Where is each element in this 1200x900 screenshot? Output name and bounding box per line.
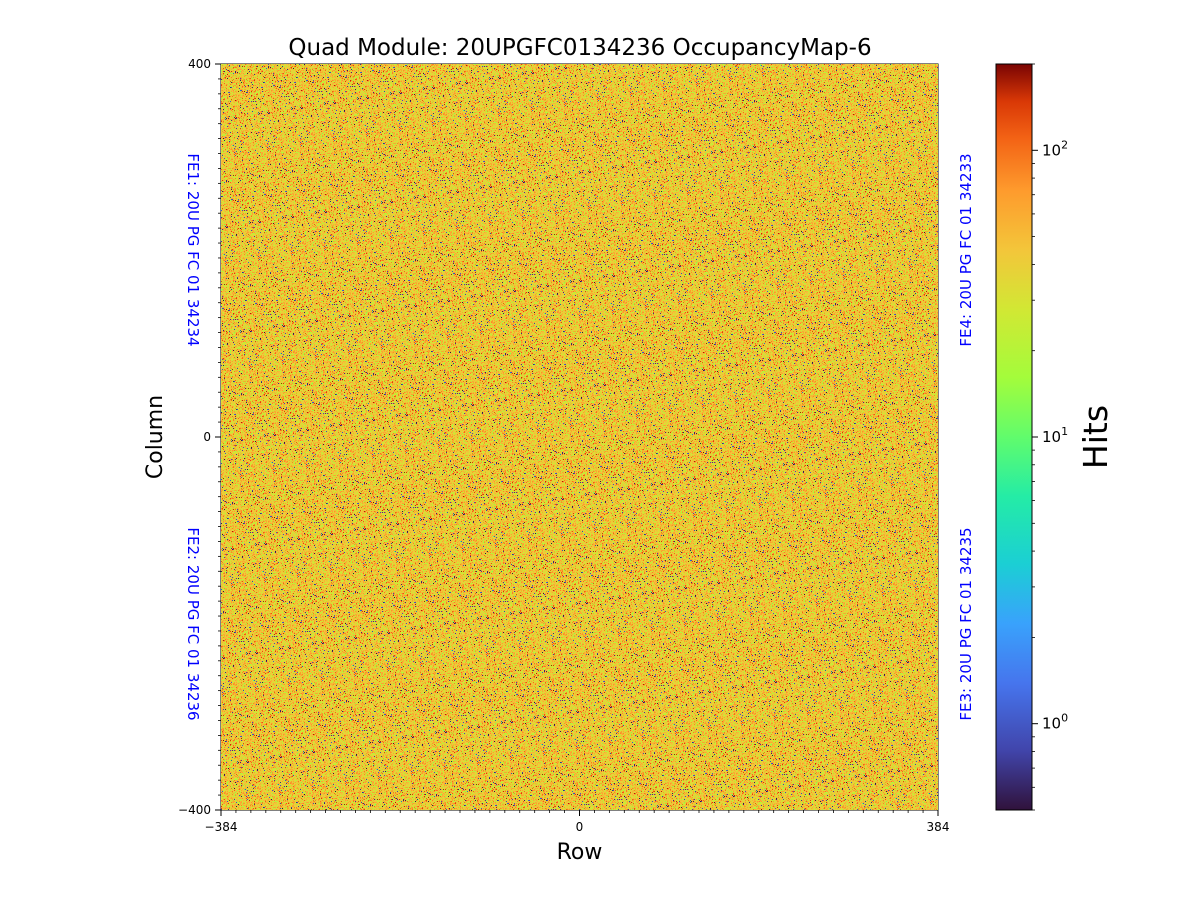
x-minor-ticks	[235, 810, 924, 813]
colorbar-tick-label-1: 100	[1042, 712, 1068, 733]
y-tick-label-mid: 0	[203, 430, 211, 444]
chart-title: Quad Module: 20UPGFC0134236 OccupancyMap…	[288, 35, 871, 61]
fe3-label: FE3: 20U PG FC 01 34235	[957, 527, 975, 720]
y-minor-ticks	[218, 78, 221, 796]
fe1-label: FE1: 20U PG FC 01 34234	[184, 153, 202, 346]
colorbar-label: Hits	[1076, 405, 1115, 469]
occupancy-heatmap	[221, 64, 938, 810]
x-axis-label: Row	[557, 840, 603, 865]
fe4-label: FE4: 20U PG FC 01 34233	[957, 153, 975, 346]
colorbar-tick-label-100: 102	[1042, 138, 1068, 159]
colorbar	[995, 63, 1033, 811]
x-tick-label-mid: 0	[576, 820, 584, 834]
x-axis	[220, 810, 939, 816]
colorbar-minor-ticks	[1032, 63, 1035, 811]
y-axis-label: Column	[143, 395, 168, 479]
y-tick-label-bottom: −400	[178, 803, 211, 817]
colorbar-tick-label-10: 101	[1042, 425, 1068, 446]
y-tick-label-top: 400	[188, 57, 211, 71]
y-axis	[215, 63, 221, 811]
fe2-label: FE2: 20U PG FC 01 34236	[184, 527, 202, 720]
x-tick-label-right: 384	[927, 820, 950, 834]
x-tick-label-left: −384	[205, 820, 238, 834]
colorbar-ticks	[1032, 149, 1038, 725]
